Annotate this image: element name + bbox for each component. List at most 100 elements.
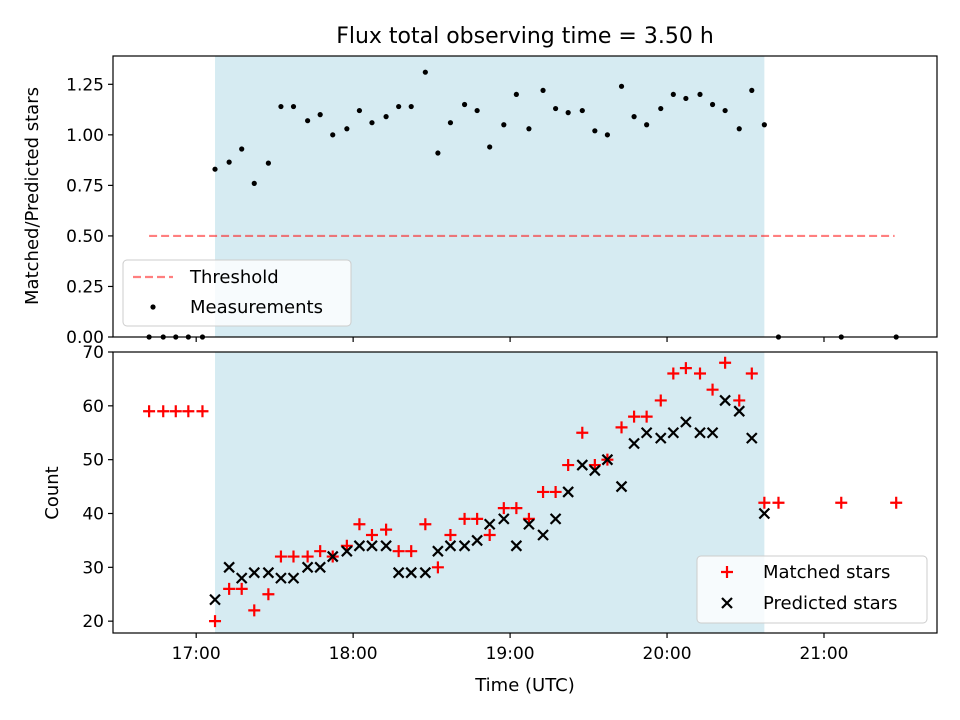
- predicted-star-point: [706, 426, 719, 439]
- predicted-star-point: [537, 529, 549, 541]
- predicted-star-point: [523, 518, 535, 531]
- bottom-x-axis-label: Time (UTC): [474, 675, 575, 696]
- matched-star-point: [483, 529, 496, 542]
- matched-star-point: [405, 545, 418, 558]
- predicted-star-point: [733, 405, 746, 417]
- predicted-star-point: [483, 518, 496, 531]
- top-y-tick-label: 0.00: [66, 328, 104, 348]
- matched-star-point: [510, 502, 523, 515]
- top-axes-frame: [112, 55, 938, 338]
- predicted-star-point: [326, 550, 339, 563]
- measurement-point: [317, 112, 323, 118]
- predicted-star-point: [314, 561, 326, 574]
- predicted-star-point: [628, 437, 640, 450]
- matched-star-point: [235, 582, 248, 595]
- top-y-tick-label: 0.25: [66, 277, 104, 297]
- matched-star-point: [537, 485, 550, 498]
- matched-star-point: [576, 426, 589, 439]
- matched-star-point: [549, 485, 562, 498]
- legend-predicted-label: Predicted stars: [763, 593, 897, 614]
- legend-measurements-label: Measurements: [190, 297, 323, 318]
- measurement-point: [461, 101, 468, 108]
- measurement-point: [513, 91, 519, 98]
- bottom-y-tick-label: 20: [82, 612, 104, 632]
- measurement-point: [435, 150, 441, 156]
- predicted-star-point: [405, 566, 417, 579]
- top-y-tick-label: 0.75: [66, 176, 104, 196]
- top-y-tick-label: 0.50: [66, 227, 104, 247]
- bottom-x-tick-label: 19:00: [486, 644, 535, 664]
- measurement-point: [604, 132, 611, 138]
- matched-star-point: [745, 367, 758, 380]
- predicted-star-point: [287, 572, 300, 584]
- matched-star-point: [758, 496, 771, 509]
- legend-threshold-label: Threshold: [189, 267, 279, 288]
- matched-star-point: [772, 496, 785, 509]
- predicted-star-point: [615, 480, 628, 493]
- top-panel: 0.00 0.25 0.50 0.75 1.00 1.25 Threshold Measure…: [66, 55, 938, 348]
- predicted-star-point: [419, 566, 432, 579]
- predicted-star-point: [510, 540, 523, 552]
- matched-star-point: [223, 582, 236, 595]
- predicted-star-point: [275, 572, 287, 584]
- matched-star-point: [143, 405, 156, 418]
- measurement-point: [736, 126, 742, 132]
- matched-star-point: [679, 362, 692, 375]
- measurement-point: [697, 91, 703, 98]
- top-legend-box: [122, 259, 352, 327]
- predicted-star-point: [746, 432, 758, 444]
- matched-star-point: [248, 604, 261, 617]
- matched-star-point: [353, 518, 366, 531]
- bottom-y-tick-label: 50: [82, 451, 104, 471]
- measurement-point: [239, 146, 245, 152]
- legend-matched-label: Matched stars: [763, 562, 890, 583]
- measurement-point: [749, 87, 755, 93]
- measurement-point: [592, 128, 598, 134]
- predicted-star-point: [680, 416, 692, 428]
- predicted-star-point: [458, 540, 471, 552]
- matched-star-point: [640, 410, 653, 423]
- predicted-star-point: [366, 540, 378, 552]
- matched-star-point: [835, 496, 848, 509]
- predicted-star-point: [209, 593, 221, 606]
- measurement-point: [369, 120, 375, 126]
- predicted-star-point: [667, 426, 680, 439]
- matched-star-point: [890, 496, 903, 509]
- bottom-legend: Matched stars Predicted stars: [696, 555, 928, 624]
- matched-star-point: [431, 561, 444, 574]
- predicted-star-point: [498, 513, 510, 525]
- measurement-point: [540, 87, 546, 93]
- top-y-axis-label: Matched/Predicted stars: [22, 87, 43, 305]
- measurement-point: [305, 118, 311, 124]
- measurement-point: [565, 110, 571, 116]
- matched-star-point: [615, 421, 628, 434]
- matched-star-point: [209, 615, 222, 628]
- legend-predicted-swatch: [721, 597, 733, 609]
- measurement-point: [383, 114, 389, 120]
- matched-star-point: [365, 529, 378, 542]
- predicted-star-point: [758, 507, 771, 520]
- predicted-star-point: [262, 566, 275, 579]
- matched-star-point: [444, 529, 457, 542]
- predicted-star-point: [301, 561, 314, 574]
- measurement-point: [709, 101, 716, 108]
- measurement-point: [396, 103, 402, 110]
- measurement-point: [487, 144, 493, 150]
- matched-star-point: [419, 518, 432, 531]
- matched-star-point: [196, 405, 209, 418]
- measurement-point: [251, 180, 257, 186]
- measurement-point: [356, 107, 363, 114]
- bottom-x-tick-label: 18:00: [329, 644, 378, 664]
- predicted-star-point: [223, 561, 235, 574]
- matched-star-point: [314, 545, 327, 558]
- measurement-point: [761, 122, 767, 128]
- bottom-legend-box: [696, 555, 928, 624]
- matched-star-point: [169, 405, 182, 418]
- top-legend: Threshold Measurements: [122, 259, 352, 327]
- matched-star-point: [733, 394, 746, 407]
- measurement-point: [658, 105, 664, 112]
- measurement-point: [422, 69, 428, 75]
- predicted-star-point: [562, 486, 574, 498]
- matched-star-point: [392, 545, 405, 558]
- measurement-point: [278, 103, 284, 110]
